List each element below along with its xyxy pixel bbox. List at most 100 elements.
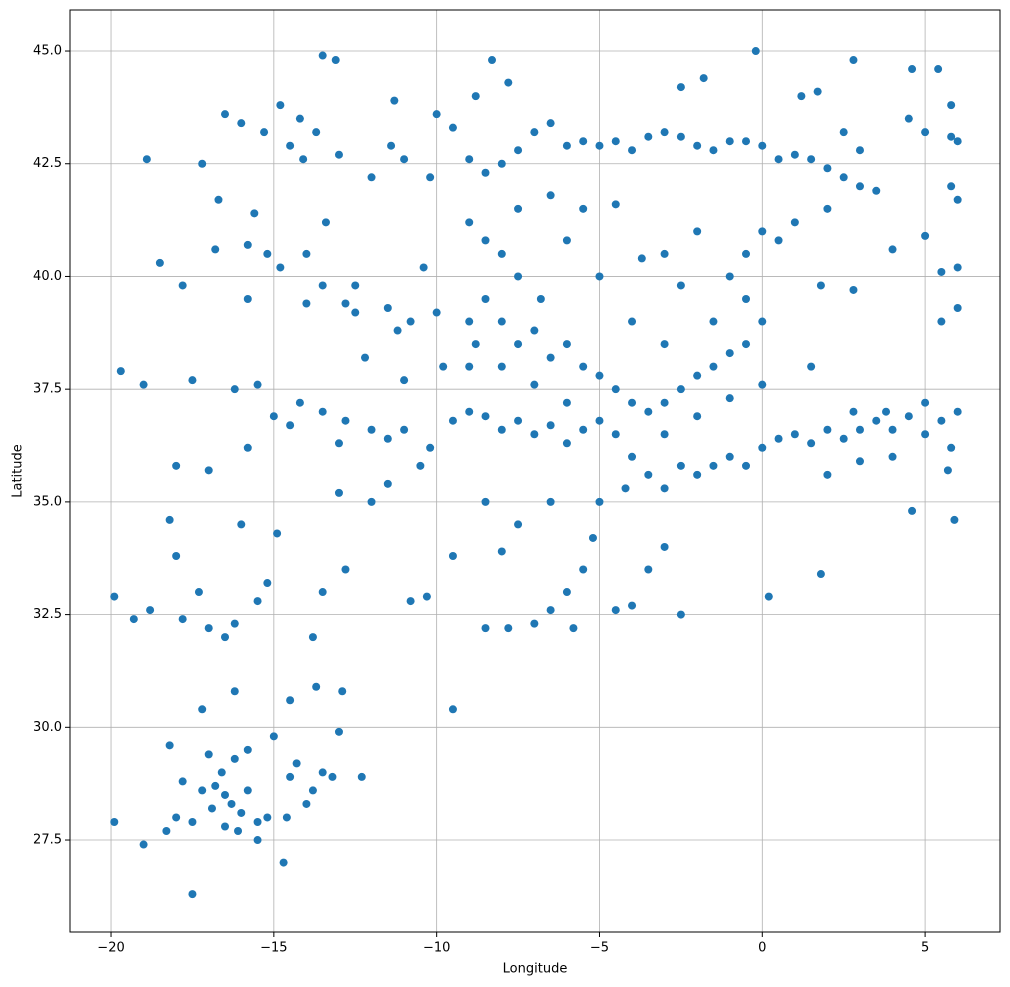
point — [321, 218, 330, 227]
point — [282, 813, 291, 822]
point — [872, 186, 881, 195]
point — [904, 412, 913, 421]
point — [595, 497, 604, 506]
point — [947, 443, 956, 452]
point — [221, 633, 229, 642]
point — [742, 249, 751, 258]
point — [198, 159, 207, 168]
point — [579, 204, 588, 213]
point — [299, 155, 308, 164]
point — [546, 119, 555, 128]
point — [253, 597, 262, 606]
point — [953, 407, 962, 416]
point — [628, 601, 637, 610]
x-axis-label: Longitude — [503, 962, 568, 977]
point — [341, 565, 350, 574]
point — [660, 542, 669, 551]
point — [611, 200, 620, 209]
plot-frame — [69, 9, 1001, 933]
y-tick-label: 37.5 — [33, 382, 62, 397]
point — [908, 506, 917, 515]
point — [514, 340, 523, 349]
point — [921, 398, 930, 407]
point — [947, 132, 956, 141]
point — [172, 461, 181, 470]
point — [660, 398, 669, 407]
point — [751, 47, 760, 56]
point — [279, 858, 288, 867]
point — [338, 687, 347, 696]
point — [217, 768, 226, 777]
point — [243, 240, 252, 249]
point — [243, 745, 252, 754]
point — [888, 245, 897, 254]
point — [855, 146, 864, 155]
point — [488, 56, 497, 65]
point — [110, 592, 119, 601]
y-tick-label: 40.0 — [33, 269, 62, 284]
point — [139, 840, 148, 849]
point — [514, 272, 523, 281]
point — [351, 308, 360, 317]
point — [937, 317, 946, 326]
point — [243, 443, 252, 452]
point — [367, 173, 376, 182]
point — [579, 425, 588, 434]
point — [660, 340, 669, 349]
point — [816, 281, 825, 290]
point — [807, 362, 816, 371]
point — [273, 529, 282, 538]
point — [725, 349, 734, 358]
point — [341, 416, 350, 425]
point — [426, 443, 435, 452]
point — [400, 425, 409, 434]
point — [351, 281, 360, 290]
point — [361, 353, 370, 362]
point — [400, 155, 409, 164]
point — [569, 624, 578, 633]
point — [276, 101, 285, 110]
point — [230, 619, 239, 628]
point — [318, 281, 327, 290]
point — [562, 439, 571, 448]
point — [504, 78, 513, 87]
y-tick-label: 35.0 — [33, 494, 62, 509]
point — [465, 218, 474, 227]
point — [546, 191, 555, 200]
point — [292, 759, 301, 768]
point — [790, 218, 799, 227]
point — [611, 430, 620, 439]
point — [693, 470, 702, 479]
point — [742, 461, 751, 470]
point — [774, 434, 783, 443]
point — [725, 137, 734, 146]
point — [243, 294, 252, 303]
point — [448, 705, 457, 714]
point — [676, 281, 685, 290]
point — [383, 479, 392, 488]
x-tick-label: −5 — [590, 941, 609, 956]
point — [595, 371, 604, 380]
point — [676, 385, 685, 394]
point — [227, 799, 236, 808]
point — [621, 484, 630, 493]
point — [644, 470, 653, 479]
point — [155, 258, 164, 267]
point — [481, 624, 490, 633]
point — [269, 732, 278, 741]
point — [406, 597, 415, 606]
point — [676, 610, 685, 619]
point — [393, 326, 402, 335]
point — [416, 461, 425, 470]
point — [849, 285, 858, 294]
point — [855, 182, 864, 191]
point — [514, 520, 523, 529]
point — [237, 119, 246, 128]
point — [742, 340, 751, 349]
point — [953, 263, 962, 272]
y-tick-label: 45.0 — [33, 44, 62, 59]
point — [644, 132, 653, 141]
point — [172, 551, 181, 560]
point — [165, 515, 174, 524]
point — [198, 705, 207, 714]
